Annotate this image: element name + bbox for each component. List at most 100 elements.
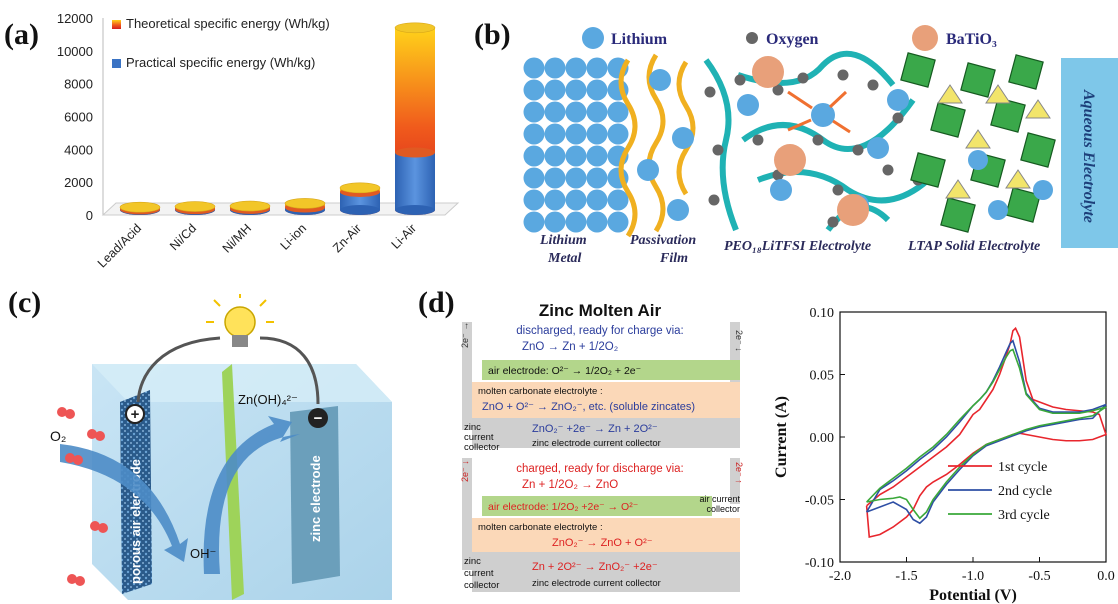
cv-series-line (865, 326, 1108, 538)
lithium-legend-icon (582, 27, 604, 49)
lithium-metal-atom (523, 123, 545, 145)
y-tick-label: 6000 (64, 110, 93, 125)
panel-c-label: (c) (8, 286, 42, 319)
lithium-metal-atom (586, 123, 608, 145)
lithium-metal-atom (544, 79, 566, 101)
lithium-metal-atom (544, 57, 566, 79)
practical-bar (340, 191, 380, 210)
oxygen-atom (892, 112, 904, 124)
bottom-line2: Zn + 1/2O₂ → ZnO (522, 479, 618, 491)
wire-left (136, 336, 221, 403)
oxygen-molecules (57, 407, 108, 586)
passivation-label-1: Passivation (630, 233, 696, 248)
y-tick-label: 10000 (57, 44, 93, 59)
cv-series-line (865, 339, 1107, 525)
ltap-tetrahedron (965, 129, 991, 149)
x-category-label: Lead/Acid (95, 221, 144, 270)
bottom-line1: charged, ready for discharge via: (516, 463, 683, 475)
lithium-metal-atom (565, 123, 587, 145)
legend-oxygen: Oxygen (766, 31, 819, 48)
lithium-metal-atom (607, 123, 629, 145)
ltap-octahedron (900, 52, 936, 88)
oxygen-atom (708, 194, 720, 206)
lithium-metal-atom (544, 189, 566, 211)
ltap-octahedron (960, 62, 996, 98)
y-tick-label: 4000 (64, 142, 93, 157)
cv-y-tick-label: -0.10 (805, 556, 834, 571)
bottom-zinc3: collector (464, 580, 499, 591)
zinc-air-cell-diagram: porous air electrode zinc electrode + − … (50, 294, 392, 600)
y-tick-label: 12000 (57, 11, 93, 26)
top-line2: ZnO → Zn + 1/2O₂ (522, 341, 618, 353)
lithium-metal-atom (607, 211, 629, 233)
top-molten-electrolyte (472, 382, 740, 418)
zinc-electrode-label: zinc electrode (308, 455, 323, 542)
specific-energy-bar-chart: 0 2000 4000 6000 8000 10000 12000 Lead/Acid Ni/… (57, 11, 460, 270)
lithium-metal-atom (544, 145, 566, 167)
bottom-zinc-collector (472, 552, 740, 592)
panel-d-label: (d) (418, 286, 455, 319)
top-zinc3: collector (464, 442, 499, 453)
lithium-metal-atom (586, 57, 608, 79)
y-tick-label: 8000 (64, 77, 93, 92)
ltap-tetrahedron (1025, 99, 1051, 119)
practical-bar-base (340, 205, 380, 215)
ltap-polyhedra (900, 52, 1056, 233)
cv-y-tick-label: 0.00 (810, 431, 835, 446)
lithium-metal-atom (565, 101, 587, 123)
cv-x-tick-label: -1.5 (895, 569, 917, 584)
ltap-tetrahedron (985, 84, 1011, 104)
panel-b-label: (b) (474, 18, 511, 51)
peo-electrolyte-label: PEO₁₈LiTFSI Electrolyte (724, 239, 871, 254)
bottom-air-cc1: air current (699, 494, 740, 504)
lithium-metal-atom (544, 101, 566, 123)
o2-label: O₂ (50, 428, 66, 444)
oxygen-atom (704, 86, 716, 98)
bottom-zinc-eq: Zn + 2O²⁻ → ZnO₂⁻ +2e⁻ (532, 561, 658, 573)
lithium-metal-atom (565, 57, 587, 79)
y-tick-label: 0 (86, 208, 93, 223)
legend-theoretical-label: Theoretical specific energy (Wh/kg) (126, 16, 330, 31)
theoretical-bar-top (339, 182, 381, 194)
oxygen-atom (772, 84, 784, 96)
oxygen-atom (812, 134, 824, 146)
cv-y-tick-label: 0.05 (810, 369, 835, 384)
ltap-octahedron (940, 197, 976, 233)
aqueous-electrolyte-label: Aqueous Electrolyte (1080, 89, 1097, 223)
lithium-metal-atom (544, 167, 566, 189)
top-e-right: 2e⁻ ↓ (734, 330, 744, 352)
legend-batio3: BaTiO₃ (946, 31, 997, 48)
theoretical-bar-top (119, 201, 161, 213)
electrolyte-schematic: Lithium Oxygen BaTiO₃ Aqueous Electrolyt… (523, 25, 1118, 266)
zinc-molten-air-diagram: Zinc Molten Air 2e⁻ → 2e⁻ ↓ discharged, … (460, 301, 744, 592)
top-zinc2: current (464, 432, 494, 443)
positive-terminal-icon (125, 404, 145, 424)
peo-lithium-ions (737, 89, 909, 216)
theoretical-bar-top (284, 198, 326, 209)
top-air-electrode (482, 360, 740, 380)
hydroxide-flow-arrow (203, 416, 300, 574)
legend-theoretical-swatch (112, 20, 121, 29)
batio3-legend-icon (912, 25, 938, 51)
top-molten-label: molten carbonate electrolyte : (478, 386, 603, 397)
ltap-lithium-ion (1033, 180, 1053, 200)
bottom-right-collector (730, 458, 740, 504)
lithium-metal-atom (586, 189, 608, 211)
lithium-metal-atom (565, 167, 587, 189)
oxygen-atom (797, 72, 809, 84)
lithium-metal-atom (544, 123, 566, 145)
passivation-label-2: Film (659, 251, 688, 266)
wire-right (259, 336, 320, 405)
lithium-metal-atom (544, 211, 566, 233)
x-category-label: Zn-Air (330, 221, 364, 255)
ltap-octahedron (1005, 187, 1041, 223)
passivation-lithium-ions (637, 69, 694, 221)
y-tick-label: 2000 (64, 175, 93, 190)
bottom-air-electrode (482, 496, 712, 516)
bottom-molten-label: molten carbonate electrolyte : (478, 522, 603, 533)
legend-lithium: Lithium (611, 31, 668, 48)
cv-x-tick-label: -0.5 (1028, 569, 1050, 584)
theoretical-bar-top (174, 201, 216, 212)
panel-a-label: (a) (4, 18, 39, 51)
cv-x-tick-label: 0.0 (1097, 569, 1115, 584)
